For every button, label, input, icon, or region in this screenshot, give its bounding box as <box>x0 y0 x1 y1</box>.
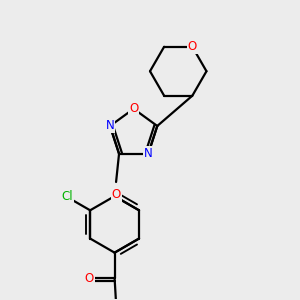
Text: Cl: Cl <box>61 190 73 203</box>
Text: O: O <box>188 40 197 53</box>
Text: O: O <box>85 272 94 285</box>
Text: N: N <box>144 147 153 160</box>
Text: N: N <box>106 119 114 133</box>
Text: O: O <box>112 188 121 201</box>
Text: O: O <box>129 102 138 115</box>
